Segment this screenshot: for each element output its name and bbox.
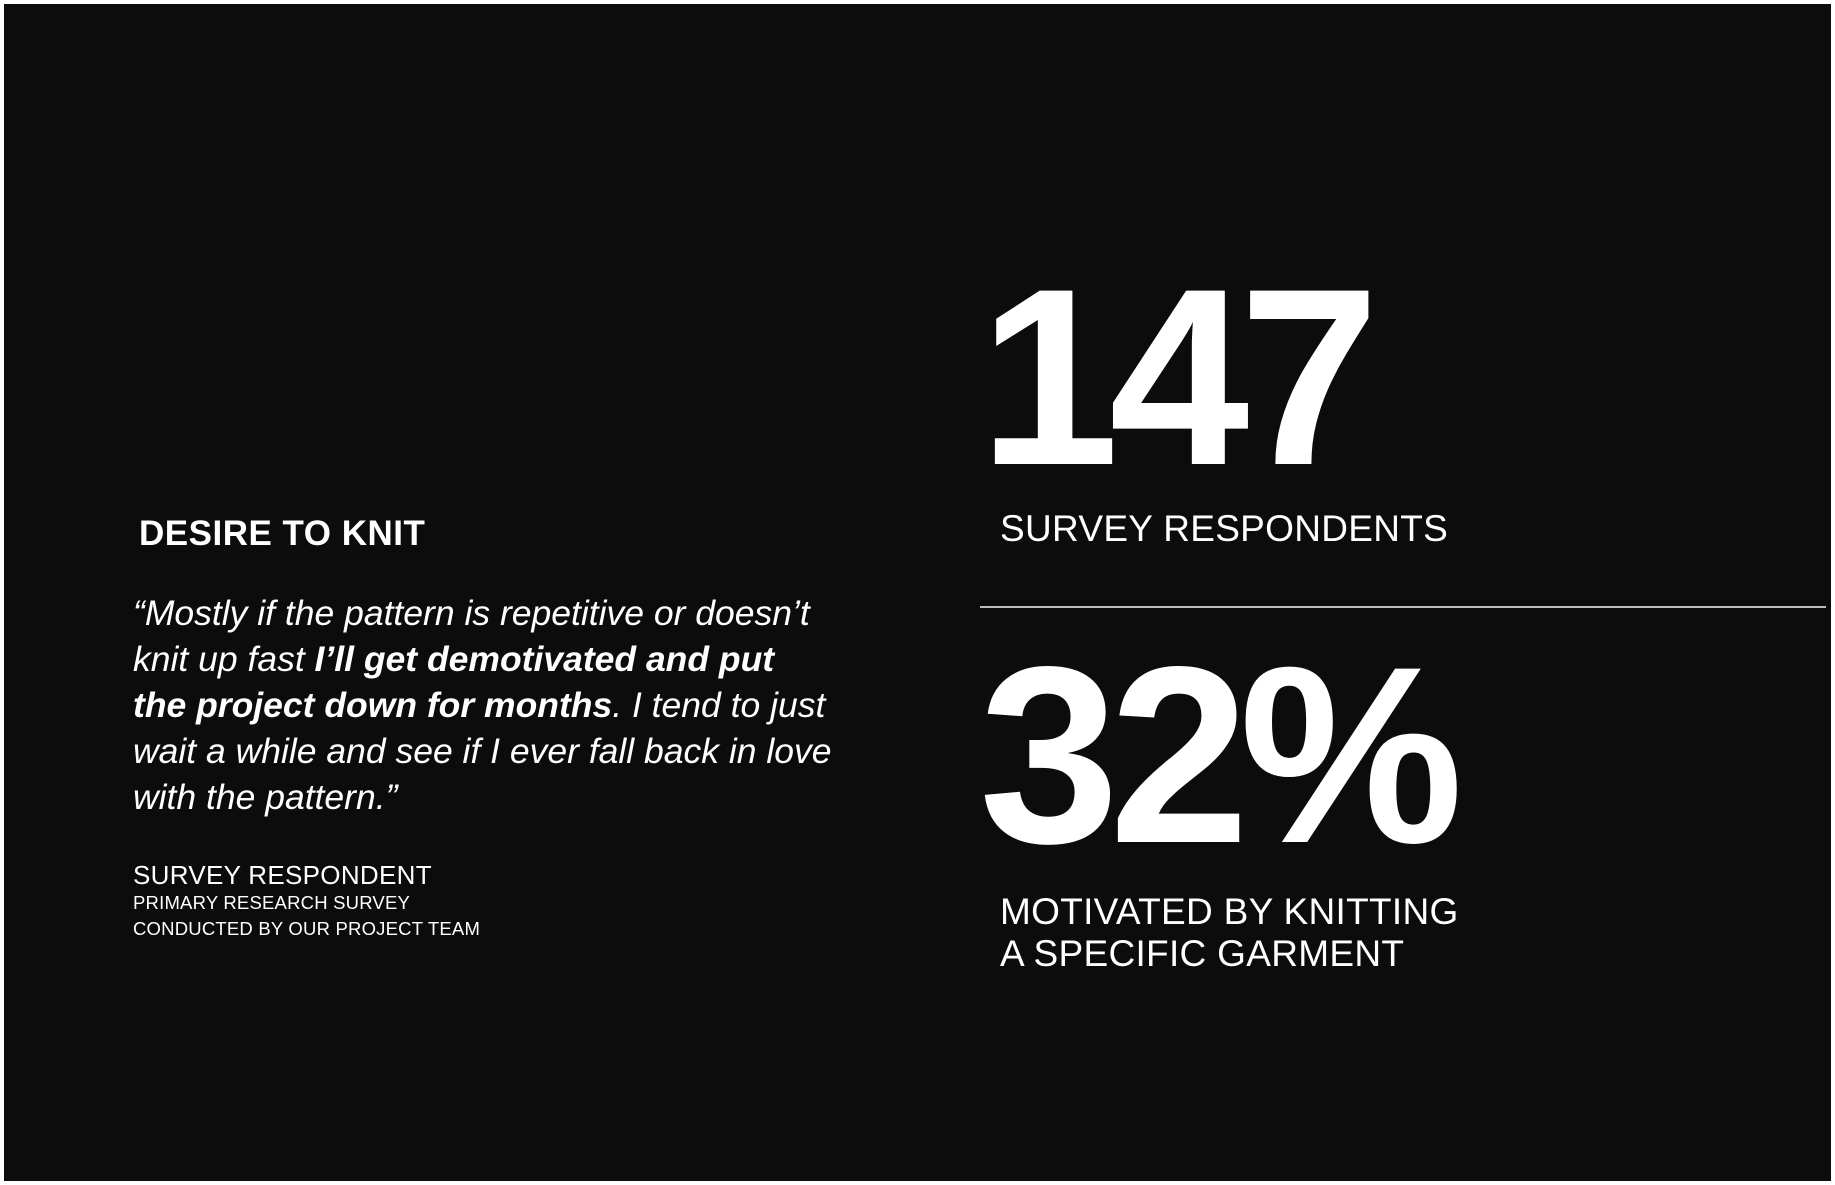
section-heading: DESIRE TO KNIT xyxy=(139,514,426,553)
quote-text-end: . I tend to just wait a while and see if… xyxy=(133,685,832,817)
stat-motivated-label: MOTIVATED BY KNITTING A SPECIFIC GARMENT xyxy=(1000,891,1600,975)
stat-divider xyxy=(980,606,1826,608)
stat-respondents-label: SURVEY RESPONDENTS xyxy=(1000,508,1448,550)
quote-emphasis: I’ll get demotivated and put the project… xyxy=(133,639,775,725)
quote-section: DESIRE TO KNIT “Mostly if the pattern is… xyxy=(133,514,833,942)
attribution-source-line-1: PRIMARY RESEARCH SURVEY xyxy=(133,892,411,913)
stat-motivated-value: 32% xyxy=(979,615,1463,896)
attribution-source-line-2: CONDUCTED BY OUR PROJECT TEAM xyxy=(133,918,481,939)
stat-respondents-value: 147 xyxy=(979,237,1379,518)
respondent-quote: “Mostly if the pattern is repetitive or … xyxy=(133,590,833,820)
attribution-name: SURVEY RESPONDENT xyxy=(133,860,432,890)
quote-text-start: “Mostly if the pattern is repetitive or … xyxy=(133,593,810,679)
stat-respondents-label-line-1: SURVEY RESPONDENTS xyxy=(1000,508,1449,549)
slide: DESIRE TO KNIT “Mostly if the pattern is… xyxy=(4,4,1831,1181)
stat-motivated-label-line-1: MOTIVATED BY KNITTING xyxy=(1000,891,1459,932)
stat-motivated-label-line-2: A SPECIFIC GARMENT xyxy=(1000,933,1405,974)
